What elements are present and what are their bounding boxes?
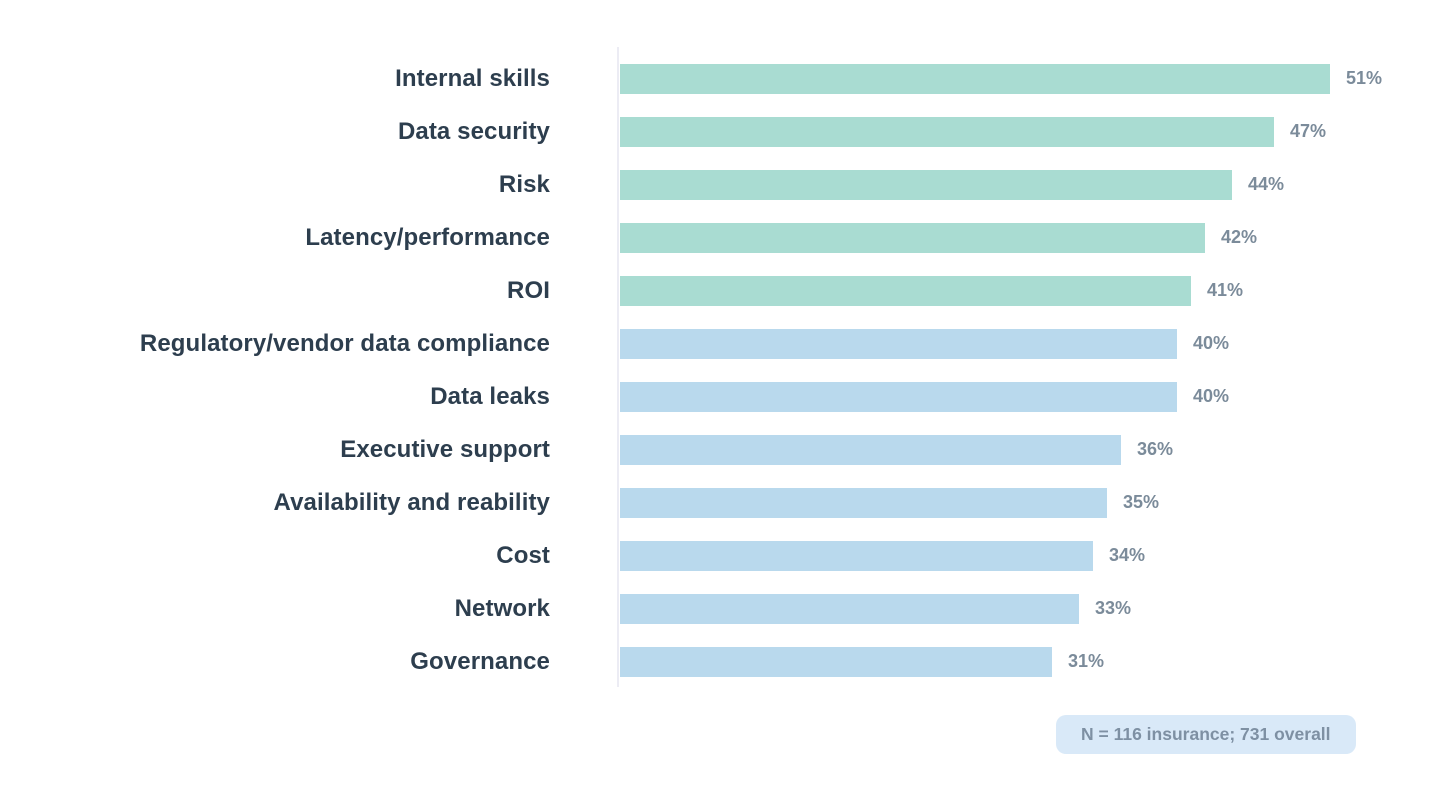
bar-track: 35% [585,476,1440,529]
y-axis-line [617,47,619,687]
bar [620,222,1205,253]
bar-value-label: 51% [1346,68,1383,88]
bar-value-label: 40% [1193,333,1230,353]
bar [620,116,1274,147]
bar [620,646,1052,677]
category-label: Data security [397,117,550,145]
bar [620,487,1107,518]
bar-track: 34% [585,529,1440,582]
bar-row: Internal skills 51% [0,52,1440,105]
category-label: Risk [498,170,550,198]
category-label: Availability and reability [273,488,550,516]
category-label: Data leaks [430,382,550,410]
category-label: Cost [496,541,550,569]
bar-row: Network 33% [0,582,1440,635]
bar-value-label: 40% [1193,386,1230,406]
bar-value-label: 31% [1068,651,1105,671]
sample-size-badge: N = 116 insurance; 731 overall [1056,715,1356,754]
bar-row: Risk 44% [0,158,1440,211]
bar-row: Cost 34% [0,529,1440,582]
bar-track: 42% [585,211,1440,264]
bar-track: 33% [585,582,1440,635]
bar-row: Executive support 36% [0,423,1440,476]
bar-row: Governance 31% [0,635,1440,688]
category-label: Internal skills [395,64,550,92]
bar [620,540,1093,571]
bar-track: 40% [585,317,1440,370]
bar-track: 31% [585,635,1440,688]
bar-track: 51% [585,52,1440,105]
category-label: ROI [507,276,550,304]
bar-rows-container: Internal skills 51% Data security 47% Ri… [0,52,1440,688]
bar-track: 36% [585,423,1440,476]
bar-row: Availability and reability 35% [0,476,1440,529]
bar-row: Data leaks 40% [0,370,1440,423]
bar-value-label: 36% [1137,439,1174,459]
bar-track: 47% [585,105,1440,158]
category-label: Regulatory/vendor data compliance [139,329,550,357]
bar-value-label: 42% [1221,227,1258,247]
bar-track: 41% [585,264,1440,317]
bar [620,63,1330,94]
category-label: Executive support [340,435,550,463]
bar [620,381,1177,412]
bar-row: Regulatory/vendor data compliance 40% [0,317,1440,370]
bar-value-label: 33% [1095,598,1132,618]
bar-value-label: 34% [1109,545,1146,565]
bar-track: 44% [585,158,1440,211]
bar-value-label: 47% [1290,121,1327,141]
bar-track: 40% [585,370,1440,423]
bar-value-label: 35% [1123,492,1160,512]
bar [620,275,1191,306]
bar-value-label: 44% [1248,174,1285,194]
bar [620,169,1232,200]
category-label: Governance [410,647,550,675]
bar [620,328,1177,359]
category-label: Latency/performance [305,223,550,251]
bar-row: Data security 47% [0,105,1440,158]
bar-row: ROI 41% [0,264,1440,317]
category-label: Network [454,594,550,622]
bar-row: Latency/performance 42% [0,211,1440,264]
bar-value-label: 41% [1207,280,1244,300]
bar [620,434,1121,465]
bar [620,593,1079,624]
